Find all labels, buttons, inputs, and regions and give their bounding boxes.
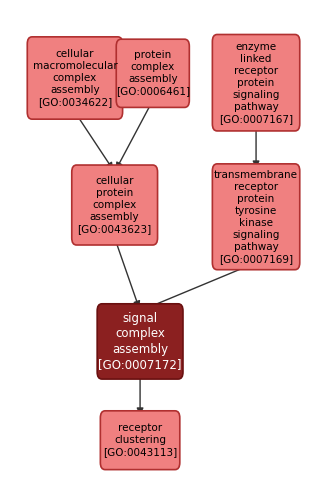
FancyBboxPatch shape — [213, 34, 300, 131]
Text: receptor
clustering
[GO:0043113]: receptor clustering [GO:0043113] — [103, 423, 177, 457]
FancyBboxPatch shape — [27, 37, 122, 119]
Text: cellular
macromolecular
complex
assembly
[GO:0034622]: cellular macromolecular complex assembly… — [32, 49, 117, 107]
Text: transmembrane
receptor
protein
tyrosine
kinase
signaling
pathway
[GO:0007169]: transmembrane receptor protein tyrosine … — [214, 170, 298, 264]
Text: protein
complex
assembly
[GO:0006461]: protein complex assembly [GO:0006461] — [116, 50, 190, 97]
FancyBboxPatch shape — [72, 165, 158, 245]
FancyBboxPatch shape — [97, 304, 183, 379]
Text: cellular
protein
complex
assembly
[GO:0043623]: cellular protein complex assembly [GO:00… — [77, 176, 152, 234]
Text: signal
complex
assembly
[GO:0007172]: signal complex assembly [GO:0007172] — [98, 312, 182, 371]
FancyBboxPatch shape — [100, 411, 180, 469]
Text: enzyme
linked
receptor
protein
signaling
pathway
[GO:0007167]: enzyme linked receptor protein signaling… — [219, 42, 293, 123]
FancyBboxPatch shape — [116, 39, 189, 107]
FancyBboxPatch shape — [213, 164, 300, 270]
